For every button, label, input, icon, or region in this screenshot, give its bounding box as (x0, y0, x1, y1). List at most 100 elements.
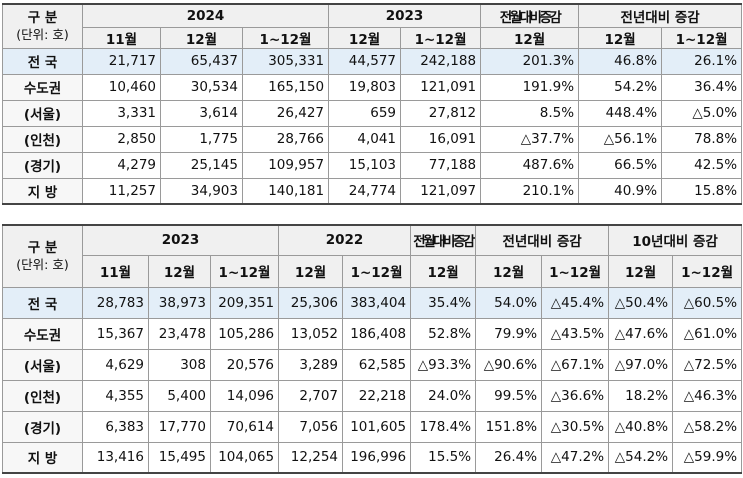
value-cell: 242,188 (400, 47, 482, 75)
sub-header: 11월 (82, 254, 149, 288)
row-label: (서울) (2, 348, 83, 381)
value-cell: 308 (148, 348, 211, 381)
value-cell: 35.4% (410, 286, 477, 319)
sub-header: 1~12월 (672, 254, 743, 288)
sub-header: 1~12월 (400, 26, 482, 49)
data-row: 전 국 21,717 65,437 305,331 44,577 242,188 201.3… (2, 47, 743, 75)
value-cell: 16,091 (400, 125, 482, 153)
value-cell: △60.5% (672, 286, 743, 319)
table-body: 전 국 28,783 38,973 209,351 25,306 383,404 35.4%… (2, 286, 743, 474)
sub-header: 12월 (475, 254, 543, 288)
sub-header: 1~12월 (241, 26, 330, 49)
value-cell: 109,957 (241, 151, 330, 179)
value-cell: 15,103 (328, 151, 402, 179)
value-cell: 20,576 (209, 348, 280, 381)
value-cell: 5,400 (148, 379, 211, 412)
table-header: 구 분 (단위: 호) 2024 2023 전월대비증감 전년대비 증감 11월 12월 1~1… (2, 3, 743, 49)
data-row: (서울) 4,629 308 20,576 3,289 62,585 △93.3% △90.6… (2, 348, 743, 381)
row-label: 전 국 (2, 286, 83, 319)
value-cell: 28,766 (241, 125, 330, 153)
data-row: 수도권 10,460 30,534 165,150 19,803 121,091 191.9… (2, 73, 743, 101)
value-cell: 4,279 (82, 151, 161, 179)
value-cell: 54.0% (475, 286, 543, 319)
data-table: 구 분 (단위: 호) 2023 2022 전월대비증감 전년대비 증감 10년대비 증감 1… (2, 224, 743, 474)
header-row: 구 분 (단위: 호) 2023 2022 전월대비증감 전년대비 증감 10년대비 증감 (2, 224, 743, 288)
value-cell: 4,629 (82, 348, 149, 381)
value-cell: 186,408 (342, 317, 412, 350)
value-cell: 104,065 (209, 441, 280, 474)
value-cell: 121,097 (400, 177, 482, 205)
value-cell: △58.2% (672, 410, 743, 443)
value-cell: 18.2% (608, 379, 674, 412)
sub-header: 12월 (148, 254, 211, 288)
value-cell: △50.4% (608, 286, 674, 319)
value-cell: △45.4% (541, 286, 610, 319)
value-cell: 1,775 (160, 125, 243, 153)
value-cell: △40.8% (608, 410, 674, 443)
group-header: 2023 (81, 224, 280, 256)
corner-label: 구 분 (27, 240, 58, 256)
group-header: 2023 (328, 3, 482, 28)
value-cell: 3,614 (160, 99, 243, 127)
corner-cell: 구 분 (단위: 호) (2, 224, 83, 288)
value-cell: △43.5% (541, 317, 610, 350)
value-cell: 65,437 (160, 47, 243, 75)
sub-header: 11월 (82, 26, 161, 49)
value-cell: 28,783 (82, 286, 149, 319)
value-cell: 3,331 (82, 99, 161, 127)
data-row: (인천) 2,850 1,775 28,766 4,041 16,091 △37.7% △56… (2, 125, 743, 153)
corner-cell: 구 분 (단위: 호) (2, 3, 83, 49)
data-row: (경기) 4,279 25,145 109,957 15,103 77,188 487.6%… (2, 151, 743, 179)
value-cell: 4,355 (82, 379, 149, 412)
group-header: 전년대비 증감 (578, 3, 743, 28)
value-cell: 487.6% (480, 151, 580, 179)
data-row: 지 방 11,257 34,903 140,181 24,774 121,097 210.1… (2, 177, 743, 205)
value-cell: 22,218 (342, 379, 412, 412)
value-cell: 11,257 (82, 177, 161, 205)
value-cell: 201.3% (480, 47, 580, 75)
data-row: 수도권 15,367 23,478 105,286 13,052 186,408 52.8%… (2, 317, 743, 350)
data-row: (경기) 6,383 17,770 70,614 7,056 101,605 178.4% 1… (2, 410, 743, 443)
sub-header: 12월 (410, 254, 477, 288)
value-cell: △72.5% (672, 348, 743, 381)
value-cell: 34,903 (160, 177, 243, 205)
value-cell: △97.0% (608, 348, 674, 381)
sub-header: 12월 (278, 254, 344, 288)
value-cell: 52.8% (410, 317, 477, 350)
value-cell: 62,585 (342, 348, 412, 381)
value-cell: 196,996 (342, 441, 412, 474)
value-cell: 77,188 (400, 151, 482, 179)
value-cell: 13,052 (278, 317, 344, 350)
value-cell: 19,803 (328, 73, 402, 101)
corner-label: (단위: 호) (16, 26, 69, 42)
sub-header: 12월 (578, 26, 663, 49)
corner-label: (단위: 호) (16, 256, 69, 272)
value-cell: 2,850 (82, 125, 161, 153)
row-label: (경기) (2, 151, 83, 179)
value-cell: △36.6% (541, 379, 610, 412)
value-cell: 3,289 (278, 348, 344, 381)
row-label: 지 방 (2, 441, 83, 474)
value-cell: 78.8% (661, 125, 743, 153)
value-cell: 23,478 (148, 317, 211, 350)
value-cell: △46.3% (672, 379, 743, 412)
data-row: (인천) 4,355 5,400 14,096 2,707 22,218 24.0% 99.5… (2, 379, 743, 412)
value-cell: △59.9% (672, 441, 743, 474)
value-cell: 121,091 (400, 73, 482, 101)
row-label: (인천) (2, 125, 83, 153)
value-cell: 15.5% (410, 441, 477, 474)
sub-header: 1~12월 (661, 26, 743, 49)
value-cell: 79.9% (475, 317, 543, 350)
value-cell: 101,605 (342, 410, 412, 443)
subheader-row: 11월 12월 1~12월 12월 1~12월 12월 12월 1~12월 (3, 26, 743, 49)
value-cell: 165,150 (241, 73, 330, 101)
value-cell: 26.1% (661, 47, 743, 75)
row-label: 전 국 (2, 47, 83, 75)
value-cell: △61.0% (672, 317, 743, 350)
value-cell: 54.2% (578, 73, 663, 101)
value-cell: 25,145 (160, 151, 243, 179)
group-header: 전월대비증감 (410, 224, 477, 256)
value-cell: 24,774 (328, 177, 402, 205)
value-cell: 24.0% (410, 379, 477, 412)
